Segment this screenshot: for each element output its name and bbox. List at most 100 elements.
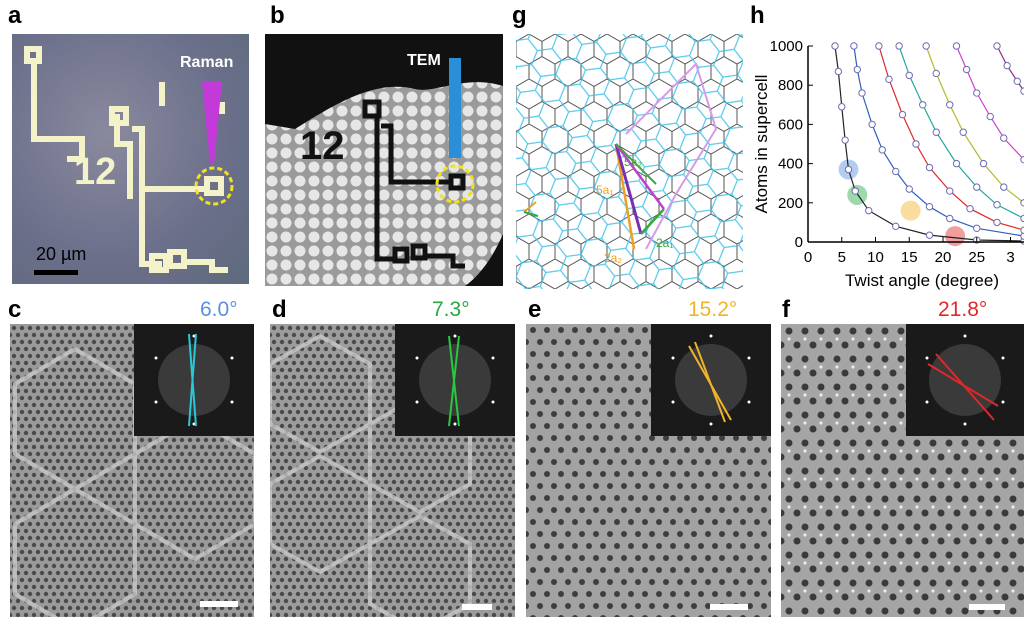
series-point-2-3 <box>912 140 920 148</box>
series-point-6-1 <box>1003 61 1011 70</box>
series-point-6-2 <box>1013 77 1021 85</box>
series-point-5-4 <box>1000 134 1008 142</box>
hrtem-image-d <box>270 324 515 617</box>
y-tick-label-2: 400 <box>778 156 803 173</box>
scale-bar-c <box>200 601 238 607</box>
series-line-5 <box>955 45 1024 161</box>
series-point-2-0 <box>875 42 883 50</box>
series-point-2-4 <box>925 163 934 172</box>
series-point-5-1 <box>962 65 971 74</box>
svg-text:12: 12 <box>300 124 345 168</box>
x-axis-label: Twist angle (degree) <box>845 271 999 290</box>
hrtem-image-f <box>781 324 1024 617</box>
series-point-0-2 <box>838 103 846 111</box>
x-tick-label-6: 3 <box>1006 249 1014 266</box>
series-point-4-3 <box>959 128 967 136</box>
panel-letter-f: f <box>782 296 790 323</box>
series-point-5-2 <box>973 89 981 97</box>
series-point-3-6 <box>993 201 1001 209</box>
fft-inset-c <box>134 324 254 436</box>
label-2a2: 2a₂ <box>604 251 622 265</box>
hrtem-image-e <box>526 324 771 617</box>
series-point-4-5 <box>1000 183 1008 191</box>
fft-inset-f <box>906 324 1024 436</box>
series-point-3-0 <box>895 42 903 50</box>
series-point-0-6 <box>865 206 873 215</box>
series-point-3-5 <box>973 183 981 191</box>
series-point-2-2 <box>898 110 907 119</box>
fft-inset-e <box>651 324 771 436</box>
label-2a1: 2a₁ <box>656 236 673 250</box>
y-tick-label-4: 800 <box>778 77 803 94</box>
series-line-0 <box>834 45 1024 242</box>
series-point-1-4 <box>878 146 886 154</box>
series-point-4-0 <box>922 42 930 50</box>
x-tick-label-0: 0 <box>804 249 812 266</box>
series-point-3-2 <box>919 101 927 109</box>
y-tick-label-0: 0 <box>795 234 803 251</box>
series-point-2-6 <box>966 204 974 213</box>
panel-letter-d: d <box>272 296 287 323</box>
series-point-0-0 <box>831 42 839 50</box>
lattice-drawing: 5a₁ 5a₂ 2a₁ 2a₂ <box>516 34 743 289</box>
label-5a2: 5a₂ <box>624 155 642 169</box>
series-point-1-3 <box>868 120 876 129</box>
fft-inset-d <box>395 324 515 436</box>
series-line-3 <box>898 45 1024 220</box>
fft-drawing-d <box>415 334 495 427</box>
angle-label-d: 7.3° <box>432 298 470 321</box>
fft-drawing-c <box>154 333 234 427</box>
fft-drawing-f <box>925 334 1005 426</box>
x-tick-label-3: 15 <box>901 249 918 266</box>
panel-letter-h: h <box>750 2 765 29</box>
y-axis-label: Atoms in supercell <box>752 75 771 214</box>
series-point-3-3 <box>932 128 940 136</box>
angle-label-f: 21.8° <box>938 298 988 321</box>
highlight-glow-3 <box>945 226 966 247</box>
raman-label: Raman <box>180 54 234 71</box>
series-point-2-1 <box>885 75 893 84</box>
angle-label-e: 15.2° <box>688 298 738 321</box>
series-point-4-2 <box>946 101 954 109</box>
optical-image: 12 Raman 20 µm <box>12 34 249 284</box>
svg-text:12: 12 <box>74 151 116 193</box>
series-point-5-3 <box>986 112 994 121</box>
highlight-glow-2 <box>900 200 921 221</box>
series-point-1-2 <box>858 89 866 97</box>
hrtem-image-c <box>10 324 254 617</box>
series-point-1-5 <box>892 167 900 176</box>
x-tick-label-2: 10 <box>867 249 884 266</box>
series-point-5-0 <box>952 42 961 50</box>
series-point-0-7 <box>892 222 900 231</box>
label-5a1: 5a₁ <box>596 183 613 197</box>
series-point-1-0 <box>850 42 858 50</box>
series-point-4-4 <box>979 159 988 168</box>
series-point-1-7 <box>925 203 934 211</box>
series-point-6-0 <box>993 42 1001 50</box>
series-point-1-8 <box>946 214 954 223</box>
panel-letter-g: g <box>512 2 527 29</box>
lattice-schematic: 5a₁ 5a₂ 2a₁ 2a₂ <box>516 34 743 289</box>
x-tick-label-1: 5 <box>838 249 846 266</box>
series-point-0-3 <box>841 136 849 144</box>
series-point-1-1 <box>853 65 861 74</box>
scale-bar-d <box>462 604 492 610</box>
angle-label-c: 6.0° <box>200 298 238 321</box>
tem-grid-drawing: 12 <box>265 34 503 286</box>
scale-bar-e <box>710 604 748 610</box>
panel-letter-b: b <box>270 2 285 29</box>
series-point-0-8 <box>925 231 934 239</box>
scale-bar-f <box>969 604 1005 610</box>
series-point-0-1 <box>834 67 843 76</box>
fft-drawing-e <box>671 334 751 426</box>
series-point-3-4 <box>952 159 961 168</box>
device-pattern: 12 <box>24 46 234 275</box>
chart-atoms-vs-angle: 0 200 400 600 800 1000 0 5 10 15 20 25 3 Twist angle … <box>752 38 1024 290</box>
x-tick-label-4: 20 <box>935 249 952 266</box>
series-point-3-1 <box>905 71 913 80</box>
panel-letter-a: a <box>8 2 22 29</box>
y-tick-label-3: 600 <box>778 116 803 133</box>
tem-label: TEM <box>407 52 441 69</box>
x-tick-label-5: 25 <box>968 249 985 266</box>
panel-letter-e: e <box>528 296 542 323</box>
